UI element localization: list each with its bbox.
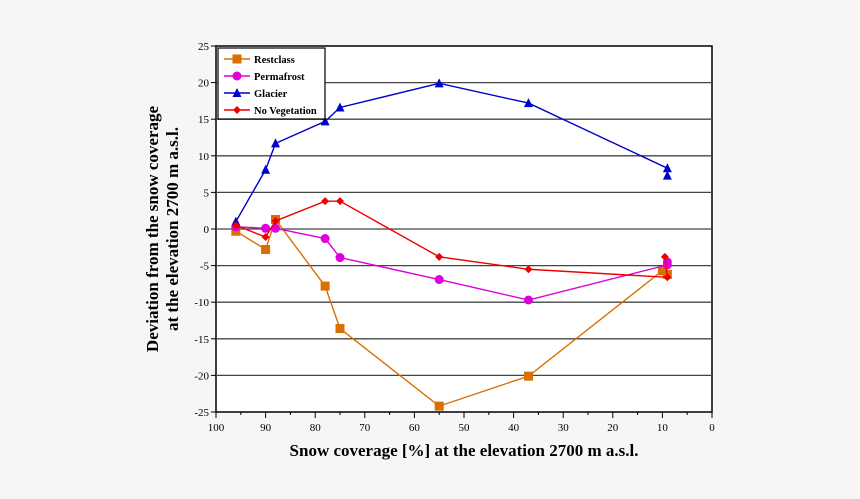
no-vegetation-point xyxy=(321,197,330,206)
restclass-point xyxy=(523,371,533,381)
legend-marker xyxy=(232,71,242,81)
y-tick-label: 15 xyxy=(198,114,210,126)
restclass-point xyxy=(657,266,667,276)
y-axis-label-line1: Deviation from the snow coverage xyxy=(143,105,162,352)
permafrost-point xyxy=(434,275,444,285)
no-vegetation-point xyxy=(336,197,344,206)
no-vegetation-point xyxy=(261,233,270,242)
glacier-point xyxy=(320,116,330,126)
y-tick-label: -20 xyxy=(194,370,209,382)
no-vegetation-point xyxy=(271,216,280,225)
legend: Restclass Permafrost Glacier No Vegetation xyxy=(217,47,326,120)
x-tick-label: 40 xyxy=(508,422,520,434)
glacier-point xyxy=(261,164,271,174)
x-tick-label: 20 xyxy=(607,422,619,434)
restclass-point xyxy=(434,401,444,411)
no-vegetation-point xyxy=(663,273,672,282)
permafrost-point xyxy=(320,234,330,244)
x-tick-label: 50 xyxy=(459,422,471,434)
x-axis-label: Snow coverage [%] at the elevation 2700 … xyxy=(290,441,639,460)
y-tick-label: 20 xyxy=(198,78,210,90)
x-tick-label: 80 xyxy=(310,422,322,434)
glacier-point xyxy=(271,138,281,148)
y-tick-label: -5 xyxy=(200,261,210,273)
permafrost-point xyxy=(261,223,271,233)
legend-label: No Vegetation xyxy=(254,106,317,117)
glacier-point xyxy=(662,163,672,173)
legend-marker xyxy=(233,106,241,114)
y-tick-label: -15 xyxy=(194,334,209,346)
permafrost-point xyxy=(335,253,345,263)
permafrost-point xyxy=(523,295,533,305)
x-tick-label: 30 xyxy=(558,422,570,434)
x-tick-label: 100 xyxy=(208,422,225,434)
glacier-point xyxy=(434,78,444,88)
no-vegetation-point xyxy=(660,252,669,261)
y-tick-label: 0 xyxy=(204,224,210,236)
x-tick-label: 70 xyxy=(359,422,371,434)
legend-label: Glacier xyxy=(254,89,288,100)
restclass-point xyxy=(320,281,330,291)
glacier-point xyxy=(662,170,672,180)
no-vegetation-point xyxy=(231,221,240,230)
y-tick-label: 10 xyxy=(198,151,210,163)
x-tick-label: 0 xyxy=(709,422,715,434)
y-tick-label: 5 xyxy=(204,187,210,199)
x-tick-label: 60 xyxy=(409,422,421,434)
glacier-point xyxy=(335,102,345,112)
y-tick-label: -25 xyxy=(194,407,209,419)
no-vegetation-point xyxy=(524,265,533,274)
restclass-point xyxy=(261,244,271,254)
x-tick-label: 90 xyxy=(260,422,272,434)
legend-marker xyxy=(232,88,242,97)
no-vegetation-point xyxy=(435,252,444,261)
x-tick-label: 10 xyxy=(657,422,669,434)
y-axis-label-line2: at the elevation 2700 m a.s.l. xyxy=(163,127,182,331)
legend-label: Restclass xyxy=(254,55,295,66)
y-tick-label: 25 xyxy=(198,41,210,53)
glacier-point xyxy=(523,98,533,108)
permafrost-point xyxy=(271,223,281,233)
legend-marker xyxy=(232,54,242,64)
y-tick-label: -10 xyxy=(194,297,209,309)
restclass-point xyxy=(335,324,345,334)
glacier-point xyxy=(231,216,241,226)
legend-label: Permafrost xyxy=(254,72,305,83)
